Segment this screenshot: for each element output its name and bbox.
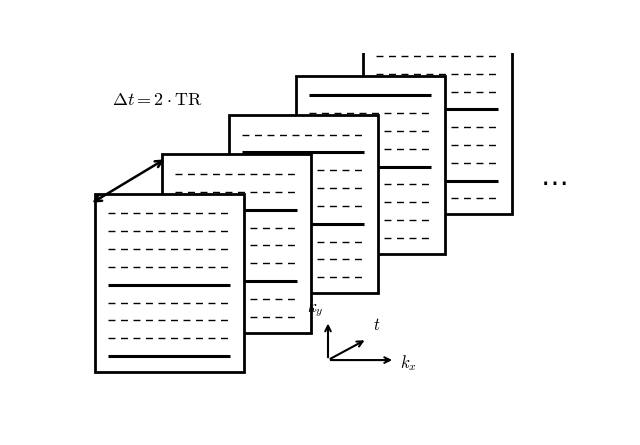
Text: $k_y$: $k_y$	[307, 297, 324, 319]
Text: $k_x$: $k_x$	[400, 354, 417, 373]
Text: $\cdots$: $\cdots$	[540, 170, 567, 197]
Bar	[95, 194, 244, 372]
Bar	[363, 36, 511, 214]
Bar	[296, 76, 445, 254]
Bar	[363, 36, 511, 214]
Text: $t$: $t$	[373, 317, 381, 334]
Bar	[162, 154, 310, 333]
Bar	[296, 76, 445, 254]
Bar	[229, 115, 378, 293]
Bar	[162, 154, 310, 333]
Bar	[95, 194, 244, 372]
Text: $\Delta t = 2 \cdot \mathrm{TR}$: $\Delta t = 2 \cdot \mathrm{TR}$	[112, 91, 203, 109]
Bar	[229, 115, 378, 293]
